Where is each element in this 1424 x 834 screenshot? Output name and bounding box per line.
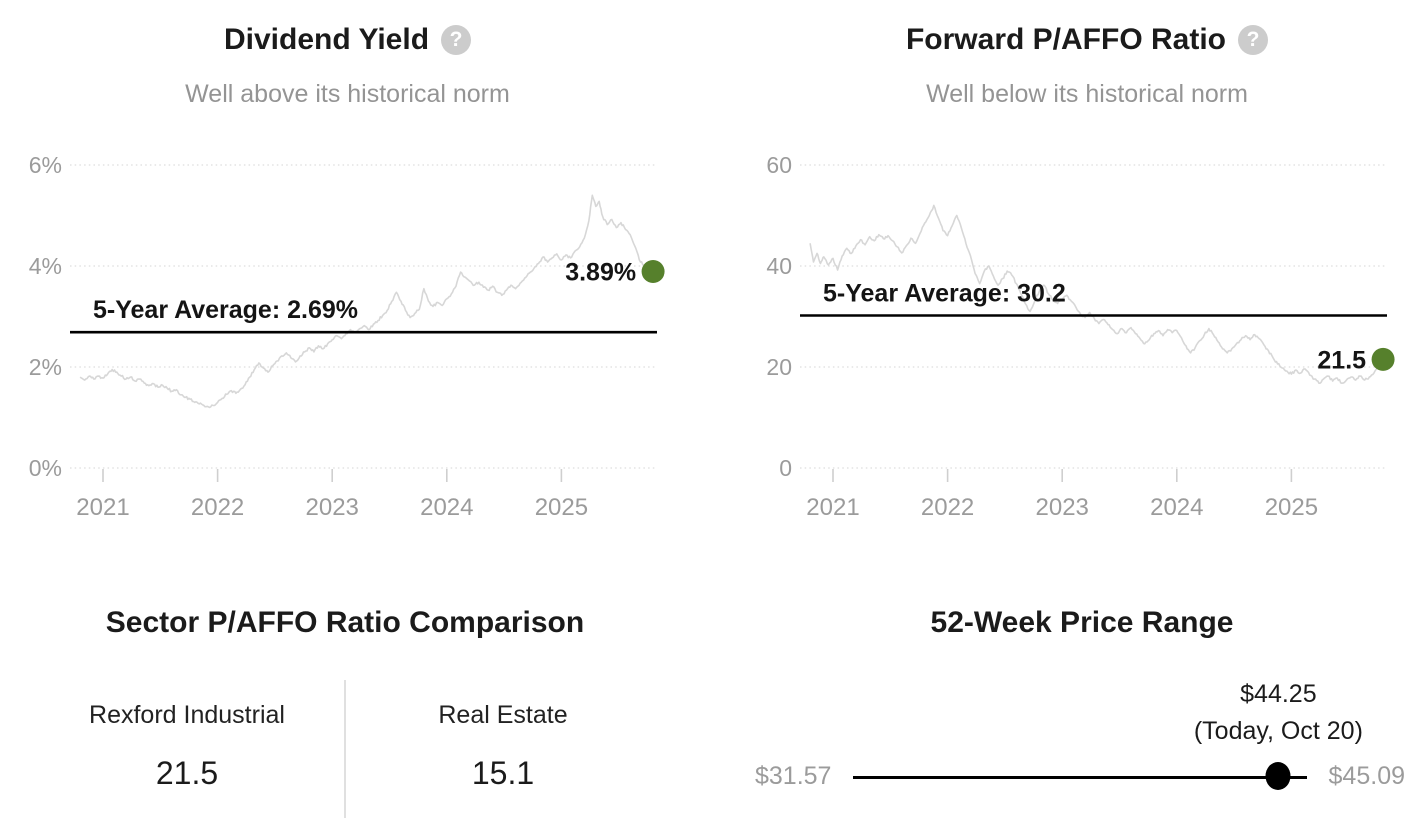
paffo-chart: 0 20 40 60 2021 2022 2023 2024 2025 5-Year Averag… bbox=[766, 152, 1395, 521]
x-axis-label: 2024 bbox=[420, 494, 473, 521]
paffo-title: Forward P/AFFO Ratio bbox=[905, 23, 1226, 56]
x-axis-label: 2023 bbox=[1036, 494, 1089, 521]
average-label: 5-Year Average: 2.69% bbox=[93, 296, 358, 324]
y-axis-label: 0 bbox=[779, 455, 792, 481]
price-range-track-line bbox=[853, 776, 1307, 779]
price-range-slider: $31.57 $44.25 (Today, Oct 20) $45.09 bbox=[755, 680, 1405, 804]
x-axis-label: 2023 bbox=[306, 494, 359, 521]
x-axis-label: 2024 bbox=[1150, 494, 1203, 521]
x-axis-label: 2025 bbox=[535, 494, 588, 521]
endpoint-dot bbox=[641, 260, 665, 284]
current-price-label: $44.25 (Today, Oct 20) bbox=[1194, 676, 1363, 750]
average-label: 5-Year Average: 30.2 bbox=[823, 279, 1066, 307]
x-axis-label: 2025 bbox=[1265, 494, 1318, 521]
dividend-yield-title: Dividend Yield bbox=[223, 23, 430, 56]
y-axis-label: 60 bbox=[766, 152, 792, 178]
paffo-title-row: Forward P/AFFO Ratio? bbox=[750, 22, 1424, 58]
help-icon[interactable]: ? bbox=[1238, 25, 1268, 55]
comparison-column-label: Real Estate bbox=[438, 701, 568, 729]
comparison-column-value: 21.5 bbox=[155, 755, 219, 791]
price-range-track: $44.25 (Today, Oct 20) bbox=[853, 680, 1363, 796]
dividend-yield-subtitle: Well above its historical norm bbox=[185, 80, 510, 108]
current-price-dot[interactable] bbox=[1265, 762, 1291, 790]
current-price-date: (Today, Oct 20) bbox=[1193, 717, 1363, 745]
y-axis-label: 4% bbox=[29, 253, 62, 279]
y-axis-label: 0% bbox=[29, 455, 62, 481]
comparison-column-sector: Real Estate 15.1 bbox=[344, 680, 660, 818]
dividend-yield-chart: 0% 2% 4% 6% 2021 2022 2023 2024 2025 5-Year Avera… bbox=[29, 152, 665, 521]
comparison-column-rexford: Rexford Industrial 21.5 bbox=[30, 680, 344, 818]
y-axis-label: 2% bbox=[29, 354, 62, 380]
sector-comparison-title: Sector P/AFFO Ratio Comparison bbox=[105, 606, 585, 639]
comparison-column-value: 15.1 bbox=[471, 755, 535, 791]
x-axis-label: 2021 bbox=[76, 494, 129, 521]
y-axis-label: 20 bbox=[766, 354, 792, 380]
paffo-subtitle: Well below its historical norm bbox=[926, 80, 1248, 108]
price-history-line bbox=[79, 194, 654, 409]
price-history-line bbox=[809, 204, 1384, 384]
price-range-low: $31.57 bbox=[755, 761, 832, 790]
x-axis-label: 2022 bbox=[921, 494, 974, 521]
price-range-high: $45.09 bbox=[1328, 761, 1405, 790]
endpoint-label: 21.5 bbox=[1317, 346, 1366, 374]
comparison-column-label: Rexford Industrial bbox=[89, 701, 285, 729]
y-axis-label: 6% bbox=[29, 152, 62, 178]
help-icon[interactable]: ? bbox=[441, 25, 472, 55]
y-axis-label: 40 bbox=[766, 253, 792, 279]
x-axis-label: 2022 bbox=[191, 494, 244, 521]
price-range-title: 52-Week Price Range bbox=[930, 606, 1234, 639]
dividend-yield-title-row: Dividend Yield? bbox=[20, 22, 675, 58]
x-axis-label: 2021 bbox=[806, 494, 859, 521]
current-price-value: $44.25 bbox=[1240, 680, 1317, 708]
endpoint-label: 3.89% bbox=[565, 259, 636, 287]
sector-comparison-table: Rexford Industrial 21.5 Real Estate 15.1 bbox=[30, 680, 660, 818]
endpoint-dot bbox=[1371, 347, 1395, 371]
